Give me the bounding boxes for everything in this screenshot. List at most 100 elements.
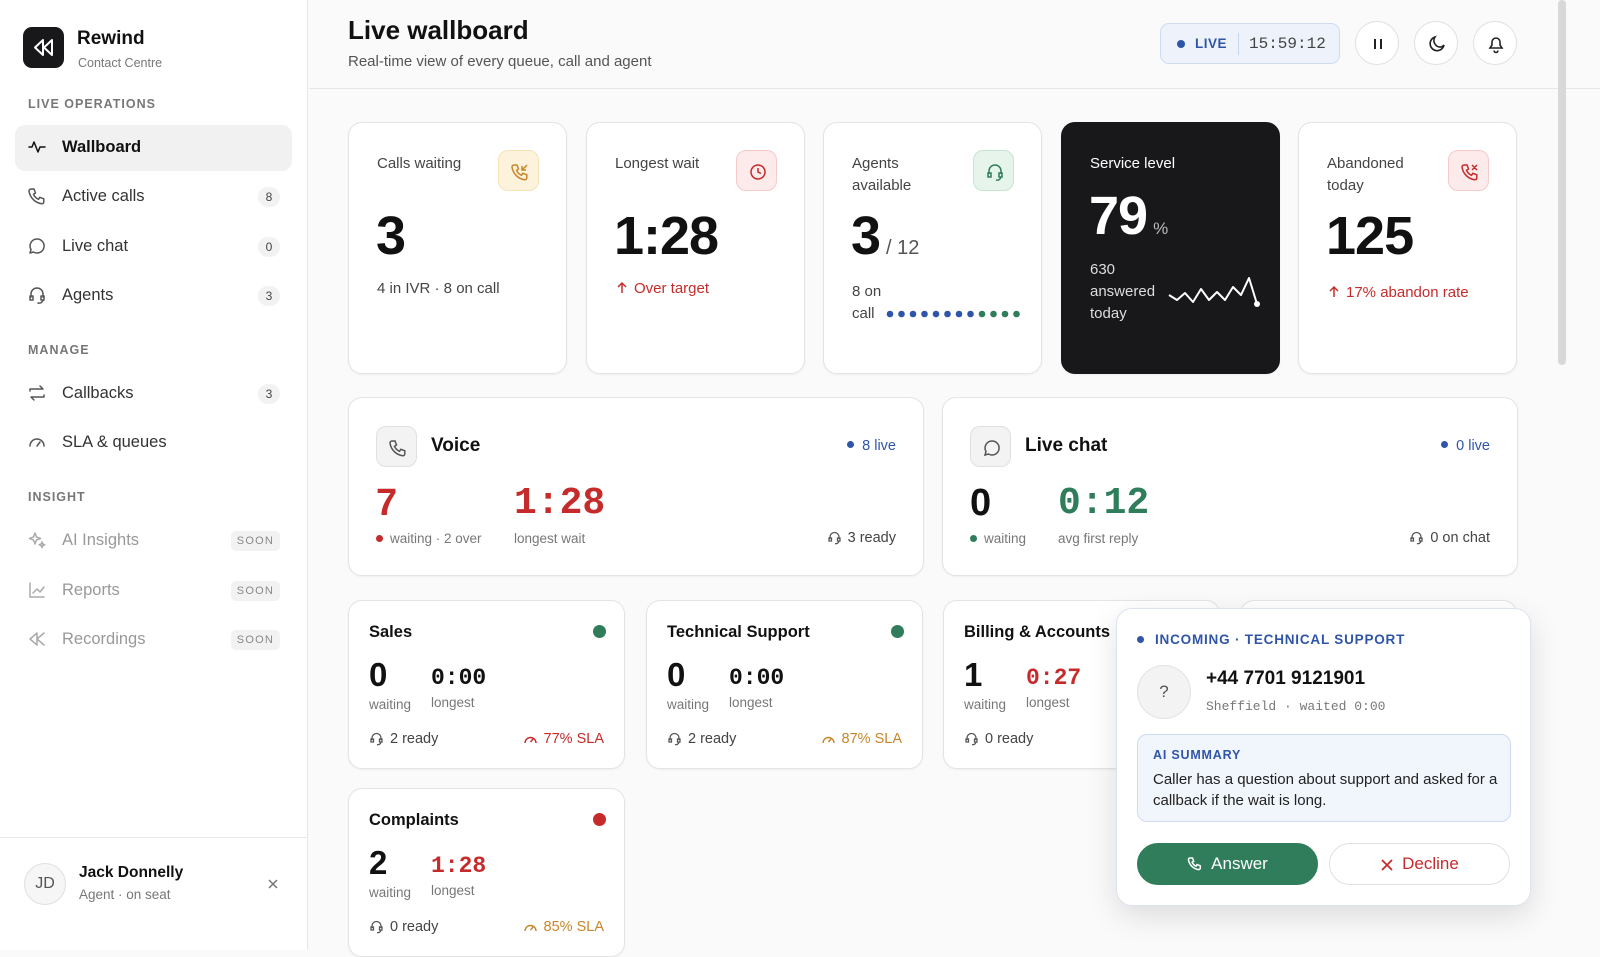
section-title: INSIGHT (28, 490, 86, 504)
nav-label: Recordings (62, 630, 146, 648)
queue-longest: 0:00 (431, 665, 487, 691)
kpi-card: Longest wait 1:28 Over target (586, 122, 805, 374)
graphic (28, 532, 46, 549)
nav-item[interactable]: Active calls 8 (15, 174, 292, 220)
incoming-call: INCOMING · TECHNICAL SUPPORT ? +44 7701 … (1116, 608, 1531, 906)
kpi-suffix: / 12 (886, 237, 920, 259)
caller-avatar: ? (1137, 665, 1191, 719)
kpi-label: Service level (1090, 155, 1176, 172)
graphic (886, 310, 974, 318)
icon (1461, 164, 1478, 181)
graphic (1001, 310, 1009, 318)
graphic (668, 732, 681, 746)
nav-badge: 0 (258, 237, 280, 257)
graphic (389, 440, 406, 457)
kpi-value: 3 (376, 206, 406, 266)
channel-footer: 3 ready (827, 530, 896, 546)
decline-button[interactable]: Decline (1329, 843, 1510, 885)
queue-ready-text: 0 ready (390, 919, 439, 935)
page-title: Live wallboard (348, 15, 529, 45)
graphic (268, 879, 278, 889)
queue-longest-label: longest (431, 883, 475, 898)
incoming-title: INCOMING · TECHNICAL SUPPORT (1136, 632, 1406, 647)
ai-summary-text: Caller has a question about support and … (1153, 771, 1498, 809)
icon (1187, 857, 1202, 871)
graphic (29, 287, 45, 304)
nav-label: SLA & queues (62, 433, 167, 451)
nav-item[interactable]: Recordings SOON (15, 617, 292, 663)
nav-item[interactable]: Reports SOON (15, 568, 292, 614)
nav-item[interactable]: SLA & queues (15, 420, 292, 466)
graphic (1254, 301, 1260, 307)
nav-icon (29, 287, 45, 304)
graphic (370, 732, 383, 746)
nav-badge: SOON (230, 581, 280, 601)
user-avatar: JD (24, 863, 66, 905)
nav-item[interactable]: Wallboard (15, 125, 292, 171)
icon (389, 440, 406, 457)
notifications-button[interactable] (1473, 21, 1517, 65)
channel-live: 8 live (847, 438, 896, 454)
kpi-note-text: Over target (634, 280, 710, 297)
queue-sla: 77% SLA (523, 731, 604, 747)
channel-stat-value: 1:28 (514, 482, 606, 525)
nav-icon (28, 188, 45, 205)
decline-label: Decline (1402, 854, 1459, 873)
nav-badge: 3 (258, 286, 280, 306)
graphic (978, 310, 986, 318)
kpi-note: 4 in IVR · 8 on call (377, 280, 500, 297)
agent-dots (886, 310, 1020, 318)
nav-item[interactable]: Callbacks 3 (15, 371, 292, 417)
kpi-label: Calls waiting (377, 155, 462, 172)
graphic (617, 281, 627, 293)
nav-item[interactable]: Live chat 0 (15, 224, 292, 270)
ai-summary: AI SUMMARY Caller has a question about s… (1137, 734, 1511, 822)
queue-ready: 0 ready (964, 731, 1033, 747)
sidebar: Rewind Contact Centre JD Jack Donnelly A… (0, 0, 308, 950)
nav-item[interactable]: Agents 3 (15, 273, 292, 319)
page-subtitle: Real-time view of every queue, call and … (348, 53, 652, 70)
graphic (29, 582, 45, 598)
answer-button[interactable]: Answer (1137, 843, 1318, 885)
kpi-card: Service level 79% 630 answered today (1061, 122, 1280, 374)
queue-waiting: 1 (964, 656, 983, 693)
channel-footer-text: 3 ready (847, 530, 896, 546)
queue-name: Sales (369, 623, 413, 641)
header-divider (309, 88, 1600, 89)
icon (1374, 39, 1382, 49)
nav-label: Live chat (62, 237, 129, 255)
nav-icon (28, 532, 46, 549)
nav-item[interactable]: AI Insights SOON (15, 518, 292, 564)
icon (523, 924, 537, 932)
queue-card[interactable]: Complaints 2 1:28 waiting longest 0 ready 85% … (348, 788, 625, 957)
kpi-value: 3/ 12 (851, 205, 919, 267)
divider (0, 837, 308, 838)
channel-live: 0 live (1441, 438, 1490, 454)
graphic (1461, 164, 1478, 181)
nav-badge: SOON (230, 630, 280, 650)
graphic (1329, 285, 1339, 297)
nav-badge: SOON (230, 531, 280, 551)
channel-card: Live chat 0 live 0 0:12 waiting avg firs… (942, 397, 1518, 576)
queue-status (593, 625, 606, 638)
channel-footer: 0 on chat (1409, 530, 1490, 546)
pause-button[interactable] (1355, 21, 1399, 65)
queue-card[interactable]: Technical Support 0 0:00 waiting longest 2 re… (646, 600, 923, 769)
channel-name: Voice (431, 435, 481, 456)
live-dot (1177, 40, 1185, 48)
channel-card: Voice 8 live 7 1:28 waiting · 2 over lon… (348, 397, 924, 576)
kpi-card: Calls waiting 3 4 in IVR · 8 on call (348, 122, 567, 374)
user-role: Agent · on seat (79, 887, 171, 902)
ai-summary-title: AI SUMMARY (1153, 748, 1242, 762)
queue-waiting-label: waiting (369, 885, 412, 900)
logout-button[interactable] (267, 878, 279, 890)
graphic (1187, 857, 1202, 871)
graphic (978, 310, 1020, 318)
nav-label: Reports (62, 581, 120, 599)
queue-sla: 85% SLA (523, 919, 604, 935)
theme-button[interactable] (1414, 21, 1458, 65)
graphic (34, 39, 53, 56)
queue-card[interactable]: Sales 0 0:00 waiting longest 2 ready 77% SLA (348, 600, 625, 769)
queue-ready: 2 ready (369, 731, 438, 747)
